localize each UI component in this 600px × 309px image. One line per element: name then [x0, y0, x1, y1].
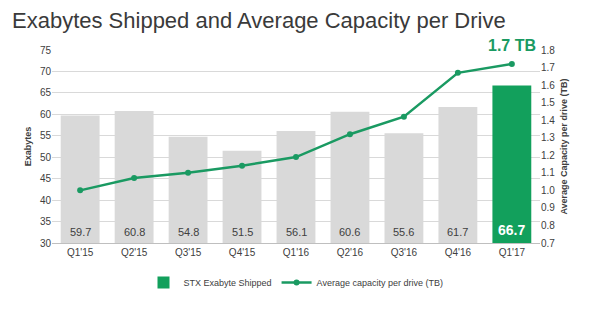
- svg-text:55: 55: [40, 130, 52, 141]
- svg-text:STX Exabyte Shipped: STX Exabyte Shipped: [184, 278, 272, 288]
- svg-text:Q4'15: Q4'15: [229, 247, 256, 258]
- svg-text:65: 65: [40, 87, 52, 98]
- svg-text:0.7: 0.7: [541, 238, 555, 249]
- svg-text:Q3'15: Q3'15: [175, 247, 202, 258]
- svg-text:60: 60: [40, 109, 52, 120]
- svg-text:Exabytes Shipped and Average C: Exabytes Shipped and Average Capacity pe…: [12, 8, 506, 33]
- svg-text:54.8: 54.8: [178, 226, 199, 238]
- svg-text:1.4: 1.4: [541, 115, 555, 126]
- svg-text:Q1'16: Q1'16: [283, 247, 310, 258]
- svg-text:70: 70: [40, 66, 52, 77]
- svg-text:50: 50: [40, 152, 52, 163]
- svg-text:45: 45: [40, 173, 52, 184]
- svg-text:75: 75: [40, 45, 52, 56]
- svg-text:1.3: 1.3: [541, 132, 555, 143]
- svg-text:Exabytes: Exabytes: [23, 127, 33, 167]
- svg-text:Q2'16: Q2'16: [337, 247, 364, 258]
- svg-text:35: 35: [40, 216, 52, 227]
- svg-text:1.7: 1.7: [541, 62, 555, 73]
- svg-text:0.8: 0.8: [541, 220, 555, 231]
- svg-text:1.1: 1.1: [541, 167, 555, 178]
- svg-text:60.8: 60.8: [124, 226, 145, 238]
- svg-text:66.7: 66.7: [498, 222, 525, 238]
- svg-text:1.7 TB: 1.7 TB: [488, 37, 536, 54]
- svg-text:Average Capacity per drive (TB: Average Capacity per drive (TB): [559, 78, 569, 214]
- svg-text:Q2'15: Q2'15: [121, 247, 148, 258]
- svg-text:61.7: 61.7: [447, 226, 468, 238]
- svg-text:Q4'16: Q4'16: [445, 247, 472, 258]
- svg-text:55.6: 55.6: [393, 226, 414, 238]
- svg-text:1.2: 1.2: [541, 150, 555, 161]
- svg-text:40: 40: [40, 195, 52, 206]
- svg-text:Q3'16: Q3'16: [391, 247, 418, 258]
- svg-text:0.9: 0.9: [541, 202, 555, 213]
- svg-text:Average capacity per drive (TB: Average capacity per drive (TB): [317, 278, 443, 288]
- svg-text:Q1'17: Q1'17: [499, 247, 526, 258]
- svg-text:30: 30: [40, 238, 52, 249]
- svg-text:60.6: 60.6: [339, 226, 360, 238]
- svg-text:Q1'15: Q1'15: [67, 247, 94, 258]
- svg-text:59.7: 59.7: [70, 226, 91, 238]
- svg-text:51.5: 51.5: [232, 226, 253, 238]
- svg-text:1.6: 1.6: [541, 80, 555, 91]
- svg-text:56.1: 56.1: [286, 226, 307, 238]
- svg-text:1.0: 1.0: [541, 185, 555, 196]
- svg-text:1.5: 1.5: [541, 97, 555, 108]
- svg-text:1.8: 1.8: [541, 45, 555, 56]
